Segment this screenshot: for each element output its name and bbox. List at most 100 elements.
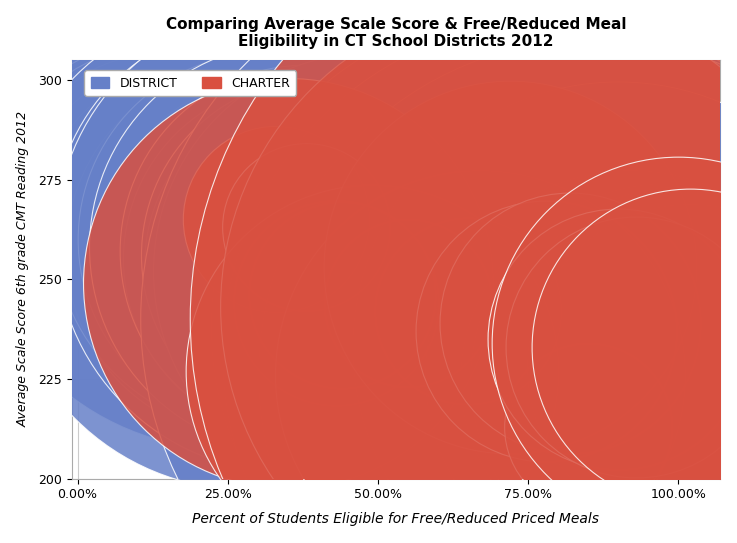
Point	[90, 135, 102, 144]
Point	[402, 291, 414, 300]
Point	[378, 275, 390, 283]
Point	[252, 223, 264, 232]
Point	[594, 315, 606, 324]
Point	[102, 128, 113, 136]
Point	[77, 140, 89, 148]
Point	[138, 175, 150, 184]
Point	[126, 163, 138, 172]
Point	[138, 183, 150, 192]
Point	[672, 355, 684, 363]
Point	[492, 319, 504, 327]
Point	[180, 211, 192, 220]
Point	[192, 231, 203, 239]
Point	[582, 367, 594, 375]
Point	[282, 279, 294, 288]
Point	[288, 243, 300, 251]
Point	[582, 422, 594, 431]
Point	[144, 179, 156, 188]
Point	[168, 211, 180, 220]
Point	[113, 151, 125, 160]
Point	[336, 291, 348, 300]
Point	[126, 171, 138, 180]
Point	[649, 378, 660, 387]
Point	[546, 343, 558, 351]
Point	[162, 207, 174, 216]
Point	[132, 167, 144, 176]
Point	[330, 299, 342, 307]
Point	[270, 247, 282, 256]
Point	[84, 131, 96, 140]
Point	[264, 243, 276, 251]
Y-axis label: Average Scale Score 6th grade CMT Reading 2012: Average Scale Score 6th grade CMT Readin…	[17, 111, 29, 427]
Point	[366, 267, 378, 275]
Point	[156, 187, 167, 196]
Point	[601, 378, 612, 387]
Point	[246, 247, 258, 256]
Point	[565, 319, 576, 327]
Point	[306, 259, 318, 268]
Point	[516, 331, 528, 339]
Point	[672, 339, 684, 348]
Point	[630, 343, 642, 351]
Point	[558, 355, 570, 363]
Point	[498, 315, 510, 324]
Point	[366, 367, 378, 375]
Point	[180, 223, 192, 232]
Point	[660, 375, 672, 383]
Point	[444, 311, 456, 319]
Point	[685, 343, 696, 351]
Point	[222, 183, 234, 192]
Point	[348, 263, 360, 272]
Point	[96, 140, 108, 148]
Point	[540, 327, 552, 336]
Point	[300, 247, 312, 256]
Point	[270, 215, 282, 224]
Point	[282, 235, 294, 244]
Point	[162, 195, 174, 204]
Point	[108, 135, 119, 144]
Legend: DISTRICT, CHARTER: DISTRICT, CHARTER	[84, 71, 296, 96]
Point	[624, 370, 636, 379]
Point	[234, 239, 245, 248]
Point	[432, 303, 444, 312]
Point	[324, 255, 336, 263]
Point	[685, 363, 696, 371]
Point	[474, 323, 486, 331]
Point	[594, 375, 606, 383]
Point	[120, 143, 132, 152]
Point	[540, 346, 552, 355]
Point	[570, 363, 582, 371]
Point	[294, 255, 306, 263]
Point	[210, 267, 222, 275]
Point	[150, 187, 161, 196]
Point	[420, 295, 432, 304]
Point	[120, 155, 132, 164]
Point	[198, 227, 209, 236]
Point	[528, 334, 540, 343]
Point	[330, 267, 342, 275]
Point	[565, 358, 576, 367]
Point	[336, 259, 348, 268]
Point	[372, 283, 384, 292]
Point	[523, 303, 534, 312]
X-axis label: Percent of Students Eligible for Free/Reduced Priced Meals: Percent of Students Eligible for Free/Re…	[192, 513, 599, 526]
Point	[474, 370, 486, 379]
Point	[113, 159, 125, 168]
Point	[390, 279, 402, 288]
Point	[612, 343, 624, 351]
Point	[360, 279, 372, 288]
Point	[108, 147, 119, 156]
Point	[132, 179, 144, 188]
Point	[462, 307, 474, 315]
Point	[462, 307, 474, 315]
Point	[186, 215, 198, 224]
Title: Comparing Average Scale Score & Free/Reduced Meal
Eligibility in CT School Distr: Comparing Average Scale Score & Free/Red…	[166, 17, 626, 49]
Point	[342, 271, 354, 280]
Point	[276, 251, 287, 260]
Point	[96, 131, 108, 140]
Point	[534, 339, 546, 348]
Point	[204, 235, 216, 244]
Point	[84, 143, 96, 152]
Point	[102, 143, 113, 152]
Point	[612, 334, 624, 343]
